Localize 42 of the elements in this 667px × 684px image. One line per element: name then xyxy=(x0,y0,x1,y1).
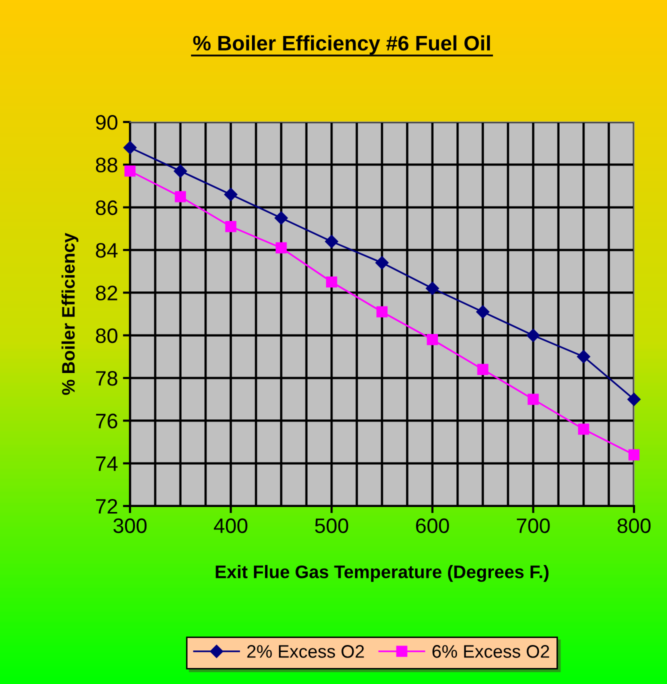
y-axis-title: % Boiler Efficiency xyxy=(62,232,78,395)
point xyxy=(326,276,338,288)
point xyxy=(224,188,238,202)
point xyxy=(123,141,137,154)
y-tick-label: 88 xyxy=(96,158,118,172)
y-tick-label: 80 xyxy=(96,328,118,344)
y-tick-label: 72 xyxy=(96,499,118,514)
y-tick-label: 76 xyxy=(96,414,118,428)
y-tick-label: 84 xyxy=(96,243,118,258)
point xyxy=(225,220,236,232)
point xyxy=(174,191,186,202)
point xyxy=(174,164,187,178)
point xyxy=(528,394,539,405)
point xyxy=(426,334,438,346)
x-tick-label: 300 xyxy=(113,518,147,534)
point xyxy=(476,305,490,318)
point xyxy=(376,306,388,318)
point xyxy=(325,234,338,248)
point xyxy=(375,256,389,270)
point xyxy=(577,350,590,364)
legend-label: 6% Excess O2 xyxy=(432,645,550,658)
y-tick-label: 86 xyxy=(96,200,118,216)
point xyxy=(628,449,640,460)
point xyxy=(526,328,540,342)
y-tick-label: 90 xyxy=(96,115,118,130)
y-tick-label: 82 xyxy=(96,286,118,300)
x-tick-label: 600 xyxy=(416,518,449,534)
point xyxy=(276,242,287,254)
x-tick-label: 400 xyxy=(214,518,248,534)
y-tick-label: 78 xyxy=(96,371,118,386)
y-tick-label: 74 xyxy=(96,456,118,471)
chart-title: % Boiler Efficiency #6 Fuel Oil xyxy=(193,35,490,55)
x-axis-title: Exit Flue Gas Temperature (Degrees F.) xyxy=(216,565,549,582)
x-tick-label: 500 xyxy=(315,518,348,534)
point xyxy=(578,424,590,435)
x-tick-label: 700 xyxy=(516,518,550,534)
legend-label: 2% Excess O2 xyxy=(247,645,364,658)
point xyxy=(477,364,488,376)
point xyxy=(426,282,439,295)
point xyxy=(274,211,288,225)
x-tick-label: 800 xyxy=(618,518,651,534)
point xyxy=(627,392,641,406)
